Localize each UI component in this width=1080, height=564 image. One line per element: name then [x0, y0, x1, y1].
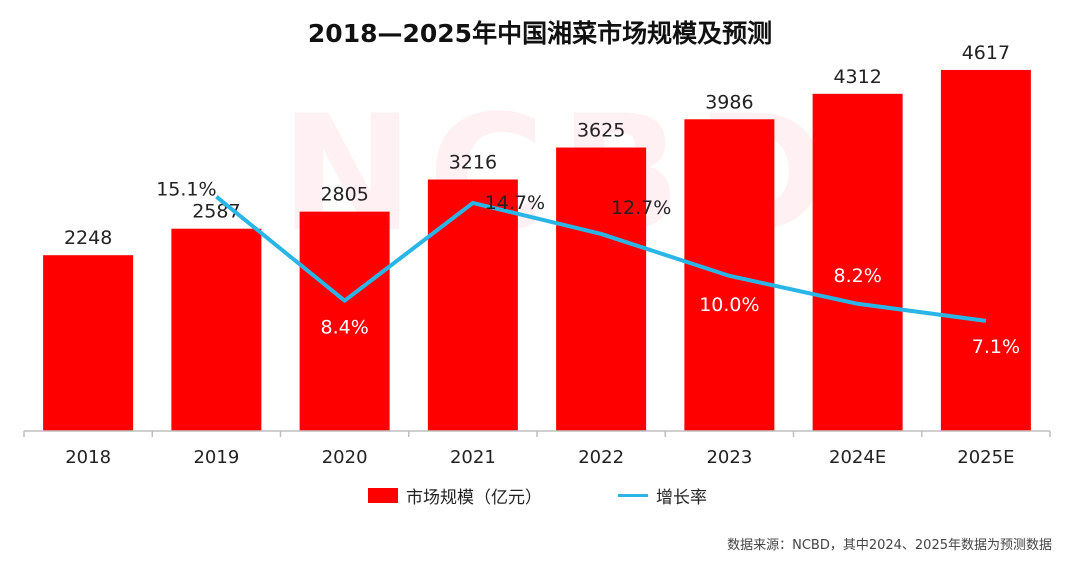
bar-value-label: 2248: [64, 227, 112, 249]
bar-2019: [171, 228, 262, 431]
x-tick-label: 2018: [65, 447, 111, 468]
bar-value-label: 3216: [449, 152, 497, 174]
growth-value-label: 14.7%: [485, 192, 545, 214]
x-tick-label: 2021: [450, 447, 496, 468]
x-tick-label: 2024E: [829, 447, 886, 468]
legend-label-bar: 市场规模（亿元）: [406, 488, 542, 508]
bar-value-label: 2805: [320, 184, 368, 206]
legend-item-line: 增长率: [618, 483, 707, 508]
bar-value-label: 3625: [577, 120, 625, 142]
growth-value-label: 7.1%: [972, 336, 1020, 358]
bar-2020: [299, 211, 390, 431]
legend-item-bar: 市场规模（亿元）: [368, 483, 542, 508]
legend-swatch-line: [618, 494, 648, 497]
growth-value-label: 15.1%: [156, 179, 216, 201]
bar-2021: [427, 179, 518, 431]
growth-value-label: 10.0%: [699, 294, 759, 316]
legend-label-line: 增长率: [656, 488, 707, 508]
x-tick-label: 2022: [578, 447, 624, 468]
page-title: 2018—2025年中国湘菜市场规模及预测: [307, 19, 773, 48]
legend: 市场规模（亿元） 增长率: [0, 483, 1080, 513]
x-tick-label: 2023: [706, 447, 752, 468]
x-tick-label: 2019: [193, 447, 239, 468]
growth-value-label: 8.4%: [320, 317, 368, 339]
source-note: 数据来源：NCBD，其中2024、2025年数据为预测数据: [727, 538, 1052, 553]
x-tick-label: 2020: [322, 447, 368, 468]
legend-swatch-bar: [368, 488, 398, 503]
bar-2024E: [812, 93, 903, 431]
growth-line: [215, 195, 987, 323]
bar-value-label: 4312: [833, 66, 881, 88]
bar-2022: [556, 147, 647, 431]
x-tick-label: 2025E: [957, 447, 1014, 468]
bar-2018: [43, 255, 134, 431]
bar-value-label: 4617: [962, 42, 1010, 64]
bar-2025E: [940, 69, 1031, 432]
growth-value-label: 8.2%: [833, 265, 881, 287]
chart: 2018 2019 2020 2021 2022 2023 2024E 2025E224825…: [23, 42, 1051, 468]
bar-value-label: 3986: [705, 91, 753, 113]
growth-value-label: 12.7%: [611, 197, 671, 219]
